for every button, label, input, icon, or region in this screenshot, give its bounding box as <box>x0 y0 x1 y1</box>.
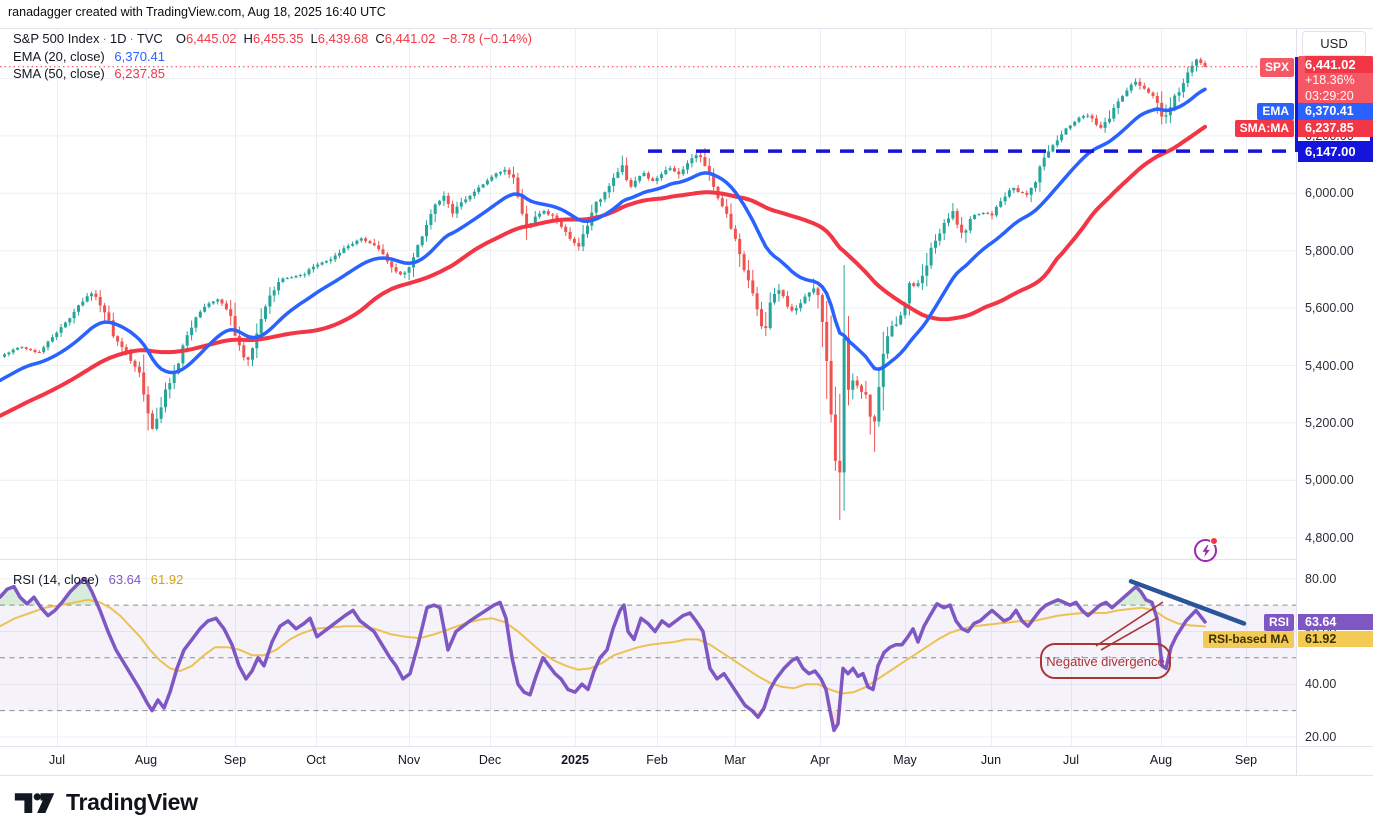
brand-name: TradingView <box>66 788 198 815</box>
change-value: −8.78 (−0.14%) <box>442 31 533 46</box>
watermark: ranadagger created with TradingView.com,… <box>8 5 386 19</box>
time-axis-label: Aug <box>1149 753 1173 767</box>
sma-axis-chip: SMA:MA <box>1234 120 1294 137</box>
time-axis-label: 2025 <box>561 753 589 767</box>
callout-pointer-line <box>1095 601 1164 647</box>
rsi-value: 63.64 <box>108 572 142 587</box>
currency-button[interactable]: USD <box>1302 31 1366 56</box>
spx-price-box: 6,441.02 +18.36% 03:29:20 <box>1298 56 1373 104</box>
level-price-box: 6,147.00 <box>1298 140 1373 162</box>
exchange: TVC <box>136 31 163 46</box>
grid <box>0 28 1296 746</box>
divergence-trendline <box>1128 579 1247 626</box>
rsi-axis-chip: RSI <box>1263 613 1294 631</box>
rsi-value-box: 63.64 <box>1298 613 1373 630</box>
time-axis-label: Sep <box>223 753 247 767</box>
notification-dot <box>1210 537 1218 545</box>
sma-value: 6,237.85 <box>114 66 165 81</box>
time-axis-label: Sep <box>1234 753 1258 767</box>
rsi-ma-value-box: 61.92 <box>1298 630 1373 647</box>
rsi-ma-axis-chip: RSI-based MA <box>1203 630 1294 648</box>
axis-range-highlight-left <box>1295 57 1298 152</box>
sma-50-line <box>0 124 1207 418</box>
spx-axis-chip: SPX <box>1259 58 1294 77</box>
time-axis[interactable]: Jul Aug Sep Oct Nov Dec 2025 Feb Mar Apr May Jun Jul… <box>0 746 1373 775</box>
flash-ideas-icon[interactable] <box>1194 537 1218 562</box>
footer: TradingView <box>0 776 1373 833</box>
rsi-based-ma-line <box>0 598 1206 695</box>
spx-countdown: 03:29:20 <box>1305 88 1354 103</box>
sma-legend-row[interactable]: SMA (50, close) 6,237.85 <box>13 66 165 81</box>
rsi-ma-value: 61.92 <box>150 572 184 587</box>
symbol-name: S&P 500 Index <box>13 31 100 46</box>
interval: 1D <box>109 31 127 46</box>
time-axis-label: Nov <box>397 753 421 767</box>
ema-axis-chip: EMA <box>1257 103 1294 120</box>
time-axis-label: Feb <box>646 753 668 767</box>
time-axis-label: Dec <box>478 753 502 767</box>
ema-legend-row[interactable]: EMA (20, close) 6,370.41 <box>13 48 165 64</box>
time-axis-label: Apr <box>810 753 830 767</box>
symbol-legend-row[interactable]: S&P 500 Index · 1D · TVC O6,445.02 H6,455.35 L6… <box>13 31 533 46</box>
rsi-pane-legend[interactable]: RSI (14, close) 63.64 61.92 <box>13 572 184 587</box>
time-axis-label: Aug <box>134 753 158 767</box>
time-axis-label: Oct <box>306 753 326 767</box>
negative-divergence-callout[interactable]: Negative divergence <box>1040 643 1171 679</box>
rsi-oversold-fill <box>152 710 840 731</box>
main-pane-legend: S&P 500 Index · 1D · TVC O6,445.02 H6,455.35 L6… <box>13 30 532 83</box>
time-axis-label: Mar <box>724 753 746 767</box>
chart-canvas[interactable] <box>0 0 1373 780</box>
time-axis-label: Jul <box>49 753 65 767</box>
time-axis-label: Jul <box>1063 753 1079 767</box>
spx-last-price: 6,441.02 <box>1305 56 1373 73</box>
spx-change-pct: +18.36% <box>1305 73 1355 87</box>
lightning-bolt-icon <box>1201 544 1210 557</box>
ema-value: 6,370.41 <box>114 48 165 64</box>
time-axis-label: May <box>893 753 917 767</box>
ema-20-line <box>0 87 1207 383</box>
tradingview-logo-mark <box>14 793 55 813</box>
time-axis-label: Jun <box>980 753 1002 767</box>
sma-price-box: 6,237.85 <box>1298 120 1373 137</box>
ema-price-box: 6,370.41 <box>1298 103 1373 120</box>
rsi-line <box>0 576 1207 733</box>
ohlc-values: O6,445.02 H6,455.35 L6,439.68 C6,441.02 −8.7… <box>175 31 533 46</box>
tradingview-logo[interactable]: TradingView <box>13 787 198 817</box>
